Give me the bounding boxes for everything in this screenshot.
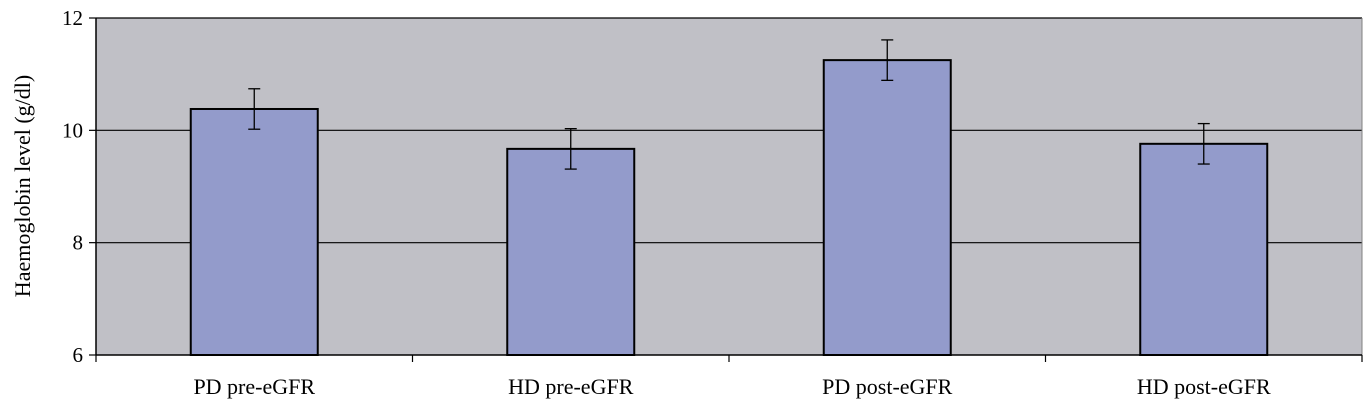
y-axis-title: Haemoglobin level (g/dl) <box>10 75 35 297</box>
x-category-label: PD post-eGFR <box>822 374 953 399</box>
y-tick-label: 6 <box>73 343 84 367</box>
bar <box>189 107 319 356</box>
bar <box>822 59 952 356</box>
x-category-labels: PD pre-eGFR HD pre-eGFR PD post-eGFR HD pos… <box>193 374 1271 399</box>
error-bars <box>248 39 1210 170</box>
x-category-label: HD post-eGFR <box>1137 374 1271 399</box>
axes <box>89 17 1363 362</box>
y-tick-label: 10 <box>62 118 83 142</box>
bar <box>506 147 636 356</box>
y-tick-label: 8 <box>73 231 84 255</box>
y-tick-label: 12 <box>62 6 83 30</box>
bar <box>1139 142 1269 356</box>
y-tick-labels: 6 8 10 12 <box>62 6 83 367</box>
x-category-label: PD pre-eGFR <box>193 374 315 399</box>
x-category-label: HD pre-eGFR <box>508 374 634 399</box>
